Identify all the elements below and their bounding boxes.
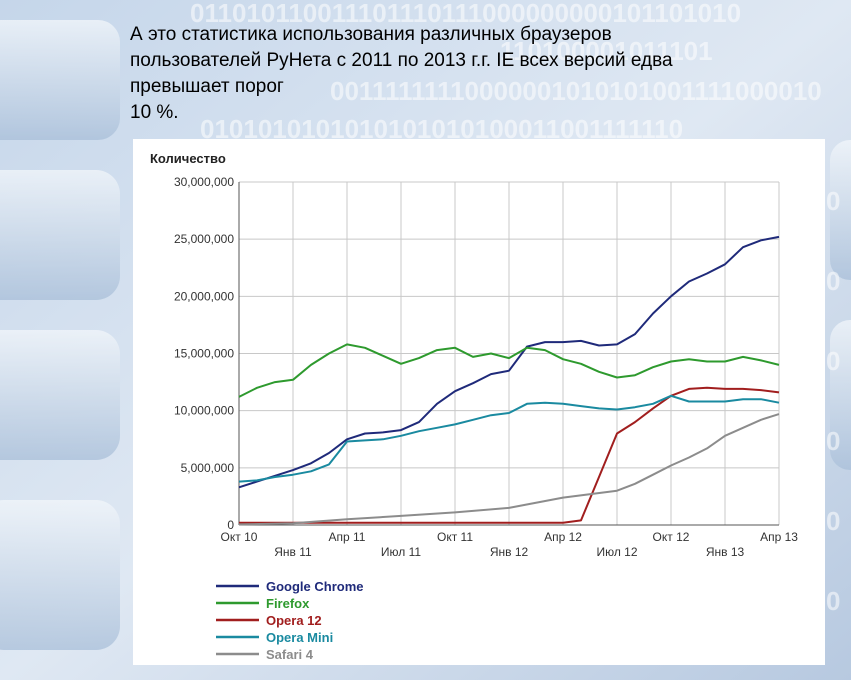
x-tick-label: Окт 12 [653, 530, 690, 544]
series-line-opera-mini [238, 394, 780, 483]
svg-text:0: 0 [826, 186, 840, 216]
y-axis-label: Количество [150, 151, 226, 166]
browser-usage-line-chart: Количество 0 5,000,000 10,000,000 15,000,00… [150, 151, 798, 662]
x-tick-label: Июл 11 [381, 545, 421, 559]
x-tick-label: Апр 13 [760, 530, 798, 544]
y-tick-label: 10,000,000 [174, 404, 234, 418]
svg-text:0: 0 [826, 586, 840, 616]
y-tick-label: 30,000,000 [174, 175, 234, 189]
x-tick-label: Окт 10 [221, 530, 258, 544]
slide-title: А это статистика использования различных… [130, 22, 830, 126]
y-tick-label: 5,000,000 [181, 461, 235, 475]
series-line-opera-12 [239, 386, 780, 524]
slide-title-line-3: превышает порог [130, 76, 284, 97]
x-tick-label: Апр 11 [329, 530, 366, 544]
legend: Google Chrome Firefox Opera 12 Opera Mini Sa… [216, 579, 364, 662]
slide-title-line-2: пользователей РуНета с 2011 по 2013 г.г.… [130, 50, 673, 71]
svg-text:011010110011101110111000000000: 011010110011101110111000000000101101010 [190, 0, 741, 28]
keyboard-keys-decoration [0, 20, 851, 650]
y-tick-label: 25,000,000 [174, 232, 234, 246]
x-tick-label: Янв 11 [274, 545, 312, 559]
svg-text:0: 0 [826, 266, 840, 296]
legend-label: Opera 12 [266, 613, 322, 628]
y-tick-label: 20,000,000 [174, 289, 234, 303]
legend-label: Google Chrome [266, 579, 364, 594]
y-tick-label: 0 [227, 518, 234, 532]
svg-text:001111111100000010101010011110: 00111111110000001010101001111000010 [330, 76, 822, 106]
x-tick-label: Июл 12 [596, 545, 637, 559]
axes: 0 5,000,000 10,000,000 15,000,000 20,000,000… [174, 175, 798, 559]
legend-label: Firefox [266, 596, 310, 611]
series-line-google-chrome [238, 235, 780, 489]
x-tick-label: Окт 11 [437, 530, 473, 544]
x-tick-label: Янв 13 [706, 545, 745, 559]
legend-label: Safari 4 [266, 647, 314, 662]
series-lines [238, 235, 780, 526]
series-line-firefox [238, 343, 780, 398]
x-tick-label: Янв 12 [490, 545, 529, 559]
svg-text:110100001011101: 110100001011101 [500, 36, 713, 66]
svg-text:0: 0 [826, 346, 840, 376]
svg-text:0: 0 [826, 506, 840, 536]
grid [238, 181, 780, 526]
slide-title-line-1: А это статистика использования различных… [130, 24, 612, 45]
x-tick-label: Апр 12 [544, 530, 582, 544]
series-line-safari-4 [238, 413, 780, 526]
chart-panel: Количество 0 5,000,000 10,000,000 15,000,00… [133, 139, 825, 665]
slide-title-line-4: 10 %. [130, 102, 179, 123]
svg-text:0: 0 [826, 426, 840, 456]
legend-label: Opera Mini [266, 630, 333, 645]
y-tick-label: 15,000,000 [174, 347, 234, 361]
